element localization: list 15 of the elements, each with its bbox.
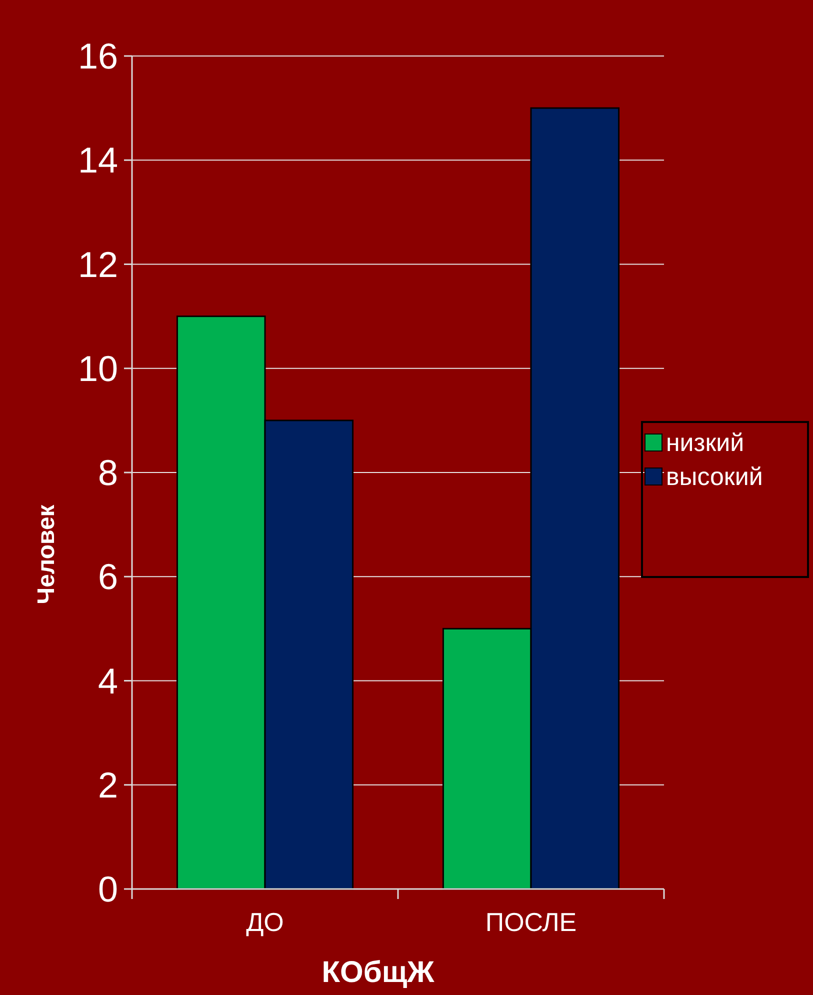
x-tick-label: ДО [246, 907, 284, 937]
y-tick-label: 2 [98, 764, 118, 806]
y-tick-label: 8 [98, 452, 118, 493]
y-axis-title: Человек [33, 504, 60, 604]
x-tick-label: ПОСЛЕ [485, 907, 577, 937]
y-tick-label: 10 [78, 348, 118, 389]
legend-label: высокий [666, 463, 763, 491]
y-tick-label: 16 [78, 36, 118, 76]
y-tick-label: 4 [98, 660, 118, 702]
y-tick-label: 6 [98, 556, 118, 598]
x-axis-title: КОбщЖ [322, 956, 436, 989]
y-tick-label: 14 [78, 140, 118, 181]
y-tick-label: 0 [98, 868, 118, 910]
y-tick-label: 12 [78, 244, 118, 285]
legend-label: низкий [666, 429, 744, 457]
